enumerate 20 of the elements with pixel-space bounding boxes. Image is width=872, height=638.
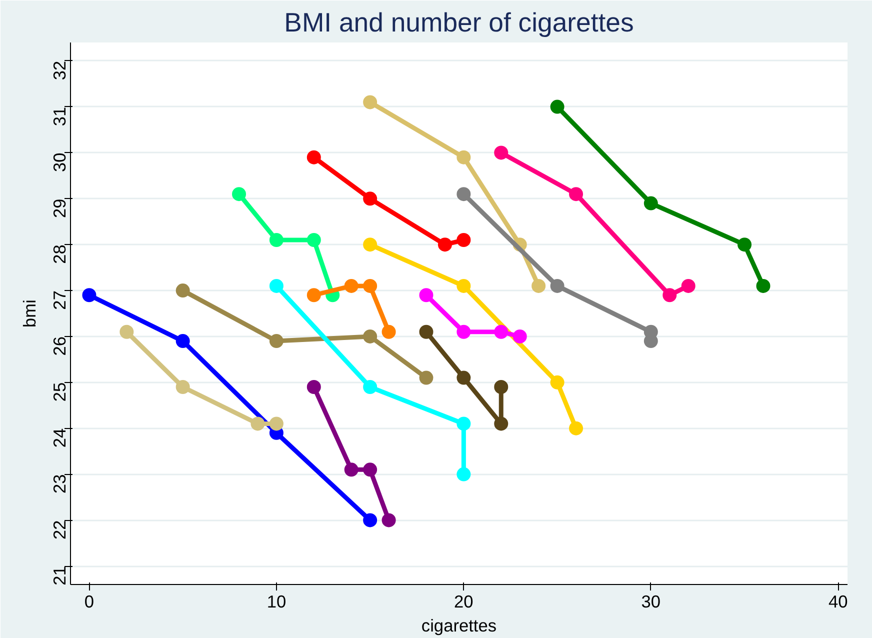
y-tick-label: 25 bbox=[50, 382, 70, 402]
x-tick-label: 20 bbox=[454, 592, 474, 612]
x-tick-label: 40 bbox=[828, 592, 848, 612]
chart-title: BMI and number of cigarettes bbox=[284, 8, 634, 38]
x-axis-title: cigarettes bbox=[421, 616, 497, 636]
x-tick-label: 10 bbox=[266, 592, 286, 612]
y-tick-label: 22 bbox=[50, 520, 70, 540]
y-tick-label: 29 bbox=[50, 198, 70, 218]
y-tick-label: 24 bbox=[50, 428, 70, 448]
y-tick-label: 23 bbox=[50, 474, 70, 494]
y-tick-label: 30 bbox=[50, 152, 70, 172]
x-tick-label: 30 bbox=[641, 592, 661, 612]
x-tick-label: 0 bbox=[84, 592, 94, 612]
y-tick-label: 32 bbox=[50, 60, 70, 80]
y-tick-label: 26 bbox=[50, 336, 70, 356]
y-tick-label: 31 bbox=[50, 106, 70, 126]
y-tick-label: 27 bbox=[50, 290, 70, 310]
y-axis-title: bmi bbox=[20, 300, 40, 328]
y-tick-label: 28 bbox=[50, 244, 70, 264]
y-tick-label: 21 bbox=[50, 566, 70, 586]
